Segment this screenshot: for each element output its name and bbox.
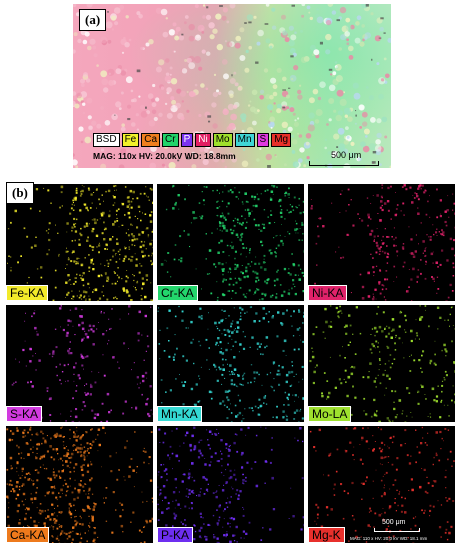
element-map-mo-la: Mo-LA [308, 305, 455, 422]
element-map-label: Mo-LA [308, 406, 352, 422]
element-map-dots [310, 184, 455, 301]
element-map-fe-ka: Fe-KA [6, 184, 153, 301]
legend-chip-bsd: BSD [93, 133, 120, 147]
element-map-dots [157, 305, 304, 422]
legend-chip-cr: Cr [162, 133, 179, 147]
panel-a-label: (a) [79, 9, 107, 31]
legend-chip-ca: Ca [141, 133, 161, 147]
element-map-dots [6, 426, 153, 543]
element-map-ca-ka: Ca-KA [6, 426, 153, 543]
map-scale-bar-label: 500 μm [382, 519, 406, 526]
legend-chip-ni: Ni [195, 133, 211, 147]
element-map-label: Fe-KA [6, 285, 49, 301]
legend-chip-mg: Mg [271, 133, 292, 147]
element-map-cr-ka: Cr-KA [157, 184, 304, 301]
element-map-s-ka: S-KA [6, 305, 153, 422]
map-scale-bar [374, 528, 420, 532]
element-map-dots [309, 305, 455, 422]
legend-chip-mn: Mn [234, 133, 255, 147]
legend-chip-fe: Fe [121, 133, 140, 147]
panel-b-label: (b) [6, 182, 34, 204]
legend-chip-s: S [256, 133, 270, 147]
element-map-label: Ca-KA [6, 527, 50, 543]
element-map-label: Mn-KA [157, 406, 202, 422]
element-map-p-ka: P-KA [157, 426, 304, 543]
legend-chip-p: P [180, 133, 194, 147]
map-acquisition-info: MAG: 110 x HV: 20.0 kV WD: 18.1 mm [350, 536, 428, 541]
element-map-label: Ni-KA [308, 285, 348, 301]
composite-eds-image: (a) BSD Fe Ca Cr P Ni Mo Mn S Mg MAG: 110x HV: 20… [73, 4, 391, 168]
element-map-label: Cr-KA [157, 285, 198, 301]
scale-bar-label: 500 μm [331, 150, 362, 160]
element-map-mn-ka: Mn-KA [157, 305, 304, 422]
element-map-ni-ka: Ni-KA [308, 184, 455, 301]
scale-bar [309, 161, 379, 166]
element-map-dots [8, 305, 153, 422]
legend-chip-mo: Mo [212, 133, 233, 147]
element-map-dots [157, 426, 304, 543]
element-map-mg-k: Mg-K [308, 426, 455, 543]
element-map-label: S-KA [6, 406, 43, 422]
element-map-dots [160, 184, 304, 301]
acquisition-info: MAG: 110x HV: 20.0kV WD: 18.8mm [93, 151, 236, 161]
element-map-dots [309, 426, 455, 543]
element-map-label: Mg-K [308, 527, 345, 543]
element-legend: BSD Fe Ca Cr P Ni Mo Mn S Mg [93, 133, 292, 147]
element-map-label: P-KA [157, 527, 194, 543]
